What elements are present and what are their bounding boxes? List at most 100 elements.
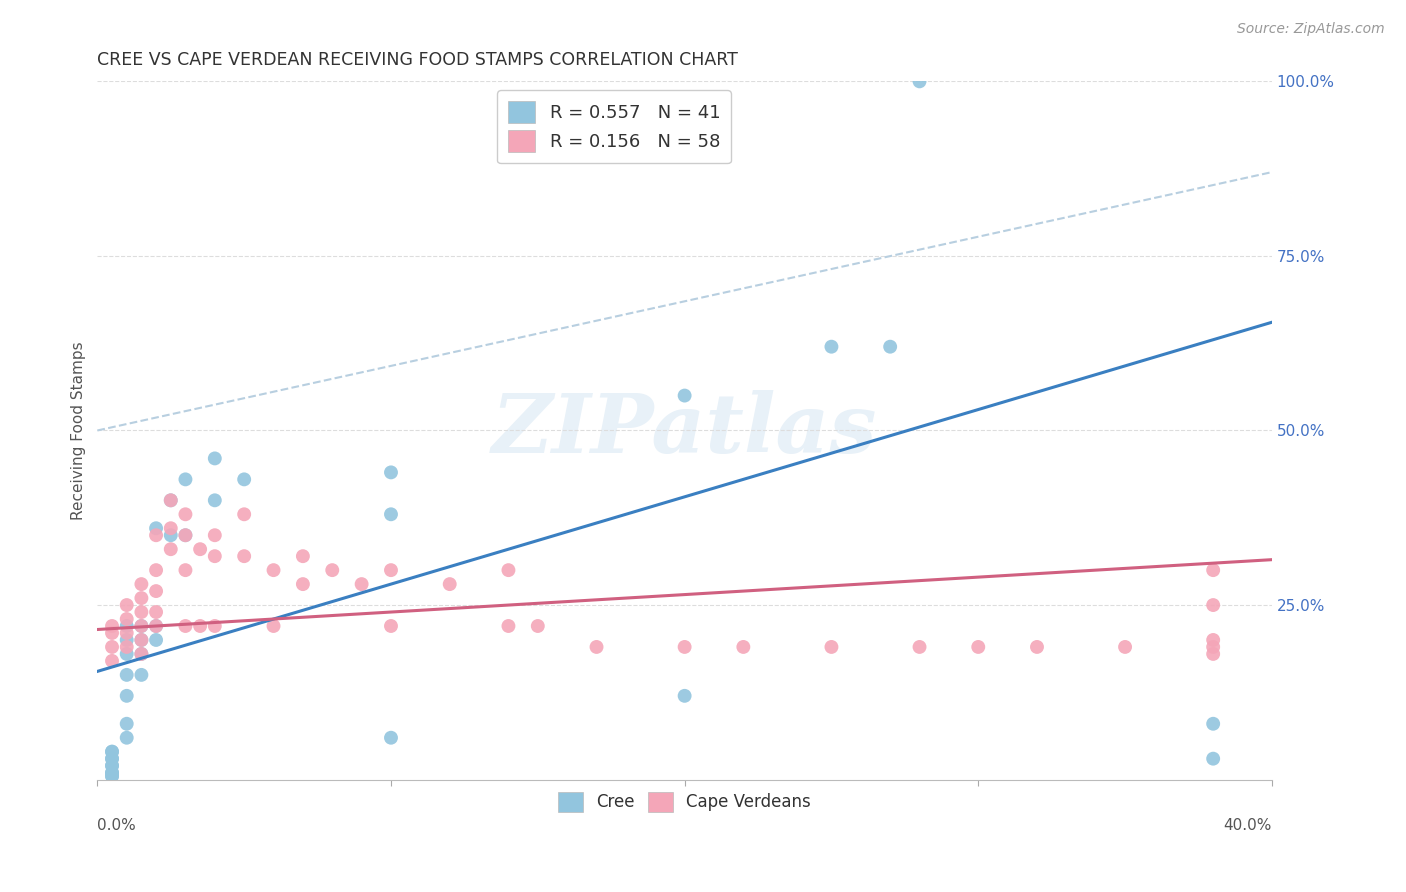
- Point: [115, 619, 138, 633]
- Point: [115, 640, 138, 654]
- Point: [131, 647, 153, 661]
- Point: [263, 563, 285, 577]
- Point: [101, 758, 124, 772]
- Point: [174, 528, 197, 542]
- Point: [159, 493, 181, 508]
- Text: CREE VS CAPE VERDEAN RECEIVING FOOD STAMPS CORRELATION CHART: CREE VS CAPE VERDEAN RECEIVING FOOD STAM…: [97, 51, 738, 69]
- Point: [380, 466, 402, 480]
- Point: [1202, 563, 1225, 577]
- Point: [204, 528, 226, 542]
- Point: [115, 716, 138, 731]
- Point: [233, 508, 256, 522]
- Point: [673, 640, 696, 654]
- Point: [131, 619, 153, 633]
- Legend: Cree, Cape Verdeans: Cree, Cape Verdeans: [550, 783, 820, 820]
- Point: [188, 542, 211, 557]
- Point: [820, 640, 842, 654]
- Point: [145, 619, 167, 633]
- Point: [145, 632, 167, 647]
- Point: [174, 508, 197, 522]
- Point: [321, 563, 343, 577]
- Point: [115, 668, 138, 682]
- Point: [204, 493, 226, 508]
- Point: [1202, 632, 1225, 647]
- Point: [263, 619, 285, 633]
- Point: [380, 508, 402, 522]
- Point: [131, 591, 153, 605]
- Point: [101, 765, 124, 780]
- Point: [131, 577, 153, 591]
- Point: [291, 549, 314, 564]
- Point: [101, 745, 124, 759]
- Point: [159, 542, 181, 557]
- Point: [101, 752, 124, 766]
- Point: [115, 647, 138, 661]
- Point: [101, 626, 124, 640]
- Point: [101, 640, 124, 654]
- Point: [131, 668, 153, 682]
- Point: [350, 577, 373, 591]
- Point: [101, 758, 124, 772]
- Point: [115, 612, 138, 626]
- Point: [115, 598, 138, 612]
- Point: [291, 577, 314, 591]
- Point: [1026, 640, 1049, 654]
- Point: [204, 549, 226, 564]
- Point: [1114, 640, 1136, 654]
- Point: [204, 619, 226, 633]
- Point: [131, 632, 153, 647]
- Point: [527, 619, 550, 633]
- Point: [439, 577, 461, 591]
- Point: [101, 619, 124, 633]
- Point: [115, 689, 138, 703]
- Point: [174, 619, 197, 633]
- Point: [673, 689, 696, 703]
- Point: [1202, 647, 1225, 661]
- Point: [380, 563, 402, 577]
- Point: [101, 752, 124, 766]
- Point: [908, 74, 931, 88]
- Text: ZIPatlas: ZIPatlas: [492, 391, 877, 470]
- Point: [820, 340, 842, 354]
- Point: [131, 647, 153, 661]
- Text: 0.0%: 0.0%: [97, 818, 136, 833]
- Point: [159, 521, 181, 535]
- Point: [1202, 752, 1225, 766]
- Point: [131, 619, 153, 633]
- Point: [131, 605, 153, 619]
- Point: [115, 632, 138, 647]
- Point: [673, 388, 696, 402]
- Point: [145, 605, 167, 619]
- Point: [380, 731, 402, 745]
- Point: [233, 549, 256, 564]
- Point: [159, 493, 181, 508]
- Point: [145, 521, 167, 535]
- Point: [131, 632, 153, 647]
- Point: [145, 528, 167, 542]
- Point: [101, 745, 124, 759]
- Point: [101, 765, 124, 780]
- Point: [1202, 640, 1225, 654]
- Point: [498, 563, 520, 577]
- Point: [585, 640, 607, 654]
- Point: [101, 769, 124, 783]
- Point: [145, 563, 167, 577]
- Point: [233, 472, 256, 486]
- Y-axis label: Receiving Food Stamps: Receiving Food Stamps: [72, 341, 86, 520]
- Point: [115, 626, 138, 640]
- Point: [159, 528, 181, 542]
- Point: [1202, 598, 1225, 612]
- Point: [174, 472, 197, 486]
- Point: [101, 654, 124, 668]
- Point: [879, 340, 901, 354]
- Point: [204, 451, 226, 466]
- Point: [908, 640, 931, 654]
- Point: [380, 619, 402, 633]
- Point: [733, 640, 755, 654]
- Point: [1202, 716, 1225, 731]
- Text: 40.0%: 40.0%: [1223, 818, 1272, 833]
- Point: [188, 619, 211, 633]
- Point: [115, 731, 138, 745]
- Point: [967, 640, 990, 654]
- Point: [145, 584, 167, 599]
